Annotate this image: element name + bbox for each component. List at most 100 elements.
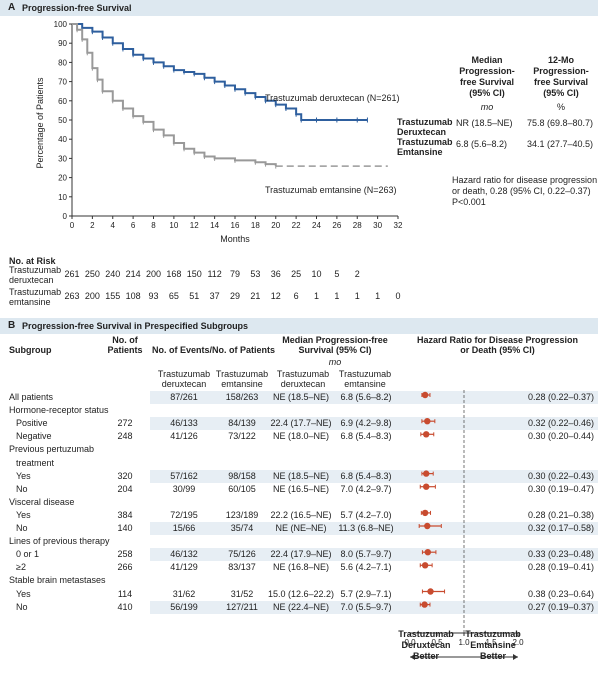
row-events-dxd: 72/195 — [170, 509, 198, 520]
row-events-tdm1: 60/105 — [228, 483, 256, 494]
row-label: Stable brain metastases — [9, 575, 106, 586]
km-ylabel: Percentage of Patients — [35, 77, 45, 169]
table-row2-v2: 34.1 (27.7–40.5) — [527, 139, 594, 149]
h-subgroup: Subgroup — [9, 345, 52, 355]
row-median-dxd: NE (16.8–NE) — [272, 562, 330, 573]
table-row1-name2: Deruxtecan — [397, 127, 447, 137]
row-background — [150, 522, 598, 536]
arrow-right-head — [513, 654, 518, 660]
x-tick-label: 32 — [394, 221, 403, 230]
km-curve-0 — [72, 23, 368, 121]
y-tick-label: 90 — [58, 39, 67, 48]
better-right-3: Better — [479, 651, 506, 661]
table-unit2: % — [556, 102, 565, 112]
row-background — [150, 391, 598, 405]
h-unit: mo — [328, 357, 342, 367]
better-left-2: Deruxtecan — [401, 640, 451, 650]
row-hr: 0.27 (0.19–0.37) — [527, 601, 594, 612]
row-events-dxd: 46/132 — [170, 549, 198, 560]
row-events-tdm1: 158/263 — [225, 392, 259, 402]
sub-tdm2: emtansine — [221, 379, 263, 389]
y-tick-label: 70 — [58, 78, 67, 87]
y-tick-label: 0 — [63, 212, 68, 221]
row-label: ≥2 — [16, 562, 26, 573]
y-tick-label: 30 — [58, 154, 67, 163]
x-tick-label: 24 — [312, 221, 321, 230]
row-events-tdm1: 31/52 — [230, 588, 254, 599]
row-label: All patients — [9, 392, 54, 402]
x-tick-label: 6 — [131, 221, 136, 230]
x-axis-label: Months — [220, 234, 250, 244]
risk-value: 36 — [270, 269, 281, 279]
table-row2-v1: 6.8 (5.6–8.2) — [456, 139, 508, 149]
row-hr: 0.30 (0.22–0.43) — [527, 470, 594, 481]
risk-value: 6 — [293, 291, 299, 301]
row-median-tdm1: 6.8 (5.6–8.2) — [340, 392, 392, 402]
row-events-tdm1: 73/122 — [228, 431, 256, 442]
better-right-2: Emtansine — [470, 640, 516, 650]
risk-value: 53 — [250, 269, 261, 279]
row-hr: 0.28 (0.22–0.37) — [527, 392, 594, 402]
hr-point — [421, 562, 429, 569]
row-events-dxd: 15/66 — [172, 523, 196, 533]
panel-a-header: A Progression-free Survival — [0, 0, 598, 16]
h-hr1: Hazard Ratio for Disease Progression — [416, 335, 579, 345]
row-median-dxd: 22.4 (17.7–NE) — [270, 418, 332, 429]
row-n: 204 — [117, 483, 133, 494]
panel-a-letter: A — [8, 2, 16, 13]
arrow-left-head — [410, 654, 415, 660]
row-events-dxd: 31/62 — [172, 588, 196, 599]
row-median-tdm1: 5.7 (2.9–7.1) — [340, 588, 392, 599]
row-median-tdm1: 7.0 (5.5–9.7) — [340, 601, 392, 612]
risk-value: 1 — [313, 291, 319, 301]
row-hr: 0.38 (0.23–0.64) — [527, 588, 594, 599]
risk-value: 1 — [334, 291, 340, 301]
row-hr: 0.30 (0.19–0.47) — [527, 483, 594, 494]
risk-row-label: Trastuzumab — [9, 265, 62, 275]
row-events-tdm1: 84/139 — [228, 418, 256, 429]
risk-value: 261 — [64, 269, 80, 279]
hr-point — [421, 391, 429, 399]
curve-label-tdm1: Trastuzumab emtansine (N=263) — [265, 185, 396, 195]
risk-value: 65 — [168, 291, 179, 301]
row-hr: 0.32 (0.22–0.46) — [527, 418, 594, 429]
row-median-tdm1: 7.0 (4.2–9.7) — [340, 483, 392, 494]
row-events-dxd: 56/199 — [170, 601, 198, 612]
row-label: No — [16, 601, 28, 612]
risk-value: 5 — [334, 269, 340, 279]
forest-plot: 0.0 0.5 1.0 1.5 2.0 — [404, 390, 524, 660]
row-label: Positive — [16, 418, 48, 429]
hr-point — [424, 549, 432, 556]
row-events-tdm1: 127/211 — [226, 601, 258, 612]
row-n: 384 — [117, 509, 133, 520]
row-hr: 0.28 (0.21–0.38) — [527, 509, 594, 520]
row-events-dxd: 87/261 — [170, 392, 198, 402]
table-unit1: mo — [480, 102, 494, 112]
table-row2-name1: Trastuzumab — [397, 137, 453, 147]
hr-point — [423, 470, 430, 477]
risk-row-label: emtansine — [9, 297, 51, 307]
row-label: Yes — [16, 509, 31, 520]
h-med1: Median Progression-free — [282, 335, 388, 345]
risk-value: 93 — [148, 291, 159, 301]
row-hr: 0.30 (0.20–0.44) — [527, 431, 594, 442]
row-events-tdm1: 123/189 — [225, 509, 259, 520]
y-tick-label: 20 — [58, 174, 67, 183]
x-tick-label: 18 — [251, 221, 260, 230]
row-median-dxd: 15.0 (12.6–22.2) — [268, 588, 335, 599]
h-med2: Survival (95% CI) — [298, 345, 372, 355]
row-events-tdm1: 35/74 — [230, 523, 254, 533]
h-events: No. of Events/No. of Patients — [152, 345, 276, 355]
row-events-tdm1: 75/126 — [228, 549, 256, 560]
sub-tdm1-med: Trastuzumab — [338, 369, 392, 379]
risk-value: 79 — [229, 269, 240, 279]
row-median-dxd: 22.2 (16.5–NE) — [270, 509, 332, 520]
row-n: 272 — [117, 418, 133, 429]
row-events-dxd: 57/162 — [170, 470, 198, 481]
risk-value: 29 — [229, 291, 240, 301]
row-label: Visceral disease — [9, 496, 75, 507]
table-row1-v2: 75.8 (69.8–80.7) — [527, 118, 594, 128]
x-tick-label: 14 — [210, 221, 219, 230]
risk-value: 1 — [375, 291, 381, 301]
